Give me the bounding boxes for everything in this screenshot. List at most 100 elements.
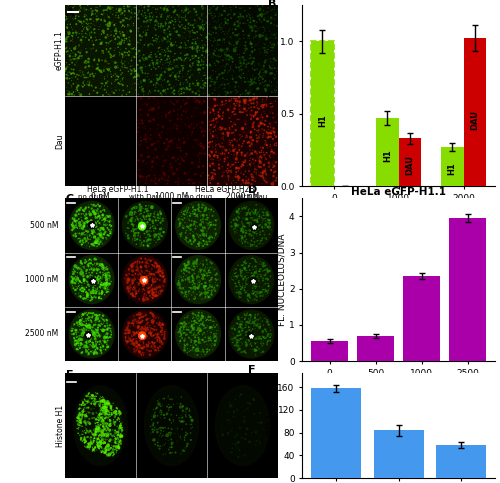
- Point: [100, 4, 108, 12]
- Point: [154, 137, 162, 145]
- Point: [250, 271, 258, 279]
- Point: [209, 176, 217, 184]
- Point: [246, 393, 254, 400]
- Point: [205, 143, 213, 151]
- Point: [111, 44, 119, 52]
- Point: [235, 53, 243, 61]
- Point: [196, 290, 204, 298]
- Point: [220, 147, 228, 155]
- Point: [127, 206, 135, 213]
- Point: [162, 436, 170, 443]
- Point: [176, 428, 184, 436]
- Point: [104, 48, 112, 56]
- Point: [103, 404, 111, 412]
- Point: [132, 204, 140, 212]
- Point: [128, 317, 136, 325]
- Point: [250, 94, 258, 102]
- Point: [159, 321, 167, 328]
- Point: [226, 139, 234, 146]
- Point: [74, 429, 82, 437]
- Point: [64, 79, 72, 86]
- Point: [101, 398, 109, 406]
- Point: [142, 327, 150, 334]
- Point: [208, 344, 216, 352]
- Point: [140, 339, 147, 347]
- Point: [68, 277, 76, 284]
- Point: [190, 8, 198, 16]
- Point: [156, 338, 164, 345]
- Point: [188, 120, 196, 128]
- Point: [142, 20, 150, 28]
- Point: [142, 255, 150, 263]
- Point: [256, 415, 264, 423]
- Point: [98, 430, 106, 438]
- Point: [243, 229, 251, 237]
- Point: [139, 227, 147, 235]
- Point: [90, 328, 98, 336]
- Point: [246, 331, 254, 339]
- Point: [108, 226, 116, 233]
- Point: [198, 227, 206, 235]
- Point: [213, 321, 221, 329]
- Point: [93, 430, 101, 438]
- Point: [81, 205, 89, 213]
- Point: [94, 442, 102, 450]
- Point: [118, 28, 126, 36]
- Point: [250, 351, 258, 358]
- Point: [252, 258, 260, 266]
- Point: [186, 61, 194, 69]
- Point: [98, 80, 106, 87]
- Point: [200, 289, 207, 297]
- Point: [164, 3, 172, 11]
- Point: [255, 71, 263, 78]
- Point: [217, 25, 225, 32]
- Point: [209, 266, 217, 274]
- Point: [78, 408, 86, 416]
- Point: [148, 266, 156, 273]
- Point: [106, 420, 114, 427]
- Point: [196, 240, 203, 248]
- Point: [212, 279, 220, 286]
- Point: [211, 86, 219, 94]
- Point: [140, 4, 148, 12]
- Point: [259, 232, 267, 240]
- Point: [94, 236, 102, 244]
- Point: [87, 434, 95, 441]
- Point: [254, 84, 262, 92]
- Point: [190, 331, 198, 339]
- Point: [238, 60, 246, 68]
- Point: [84, 345, 92, 353]
- Point: [132, 288, 140, 296]
- Point: [87, 440, 95, 447]
- Point: [68, 23, 76, 30]
- Point: [94, 63, 102, 71]
- Point: [240, 315, 248, 323]
- Point: [266, 272, 274, 280]
- Point: [96, 60, 104, 68]
- Point: [204, 292, 212, 299]
- Point: [140, 60, 147, 68]
- Point: [162, 90, 170, 98]
- Point: [206, 278, 214, 286]
- Point: [151, 292, 159, 300]
- Point: [244, 266, 252, 274]
- Point: [158, 75, 166, 83]
- Point: [246, 39, 254, 46]
- Point: [96, 40, 104, 47]
- Point: [96, 238, 104, 246]
- Point: [151, 17, 159, 25]
- Point: [128, 69, 136, 77]
- Point: [157, 68, 165, 76]
- Point: [149, 292, 157, 299]
- Point: [208, 173, 216, 181]
- Point: [78, 210, 86, 218]
- Point: [132, 289, 140, 297]
- Point: [192, 45, 200, 53]
- Point: [187, 425, 195, 432]
- Point: [98, 405, 106, 412]
- Point: [130, 70, 138, 77]
- Point: [250, 351, 258, 359]
- Point: [250, 330, 258, 338]
- Point: [105, 451, 113, 458]
- Point: [272, 86, 280, 94]
